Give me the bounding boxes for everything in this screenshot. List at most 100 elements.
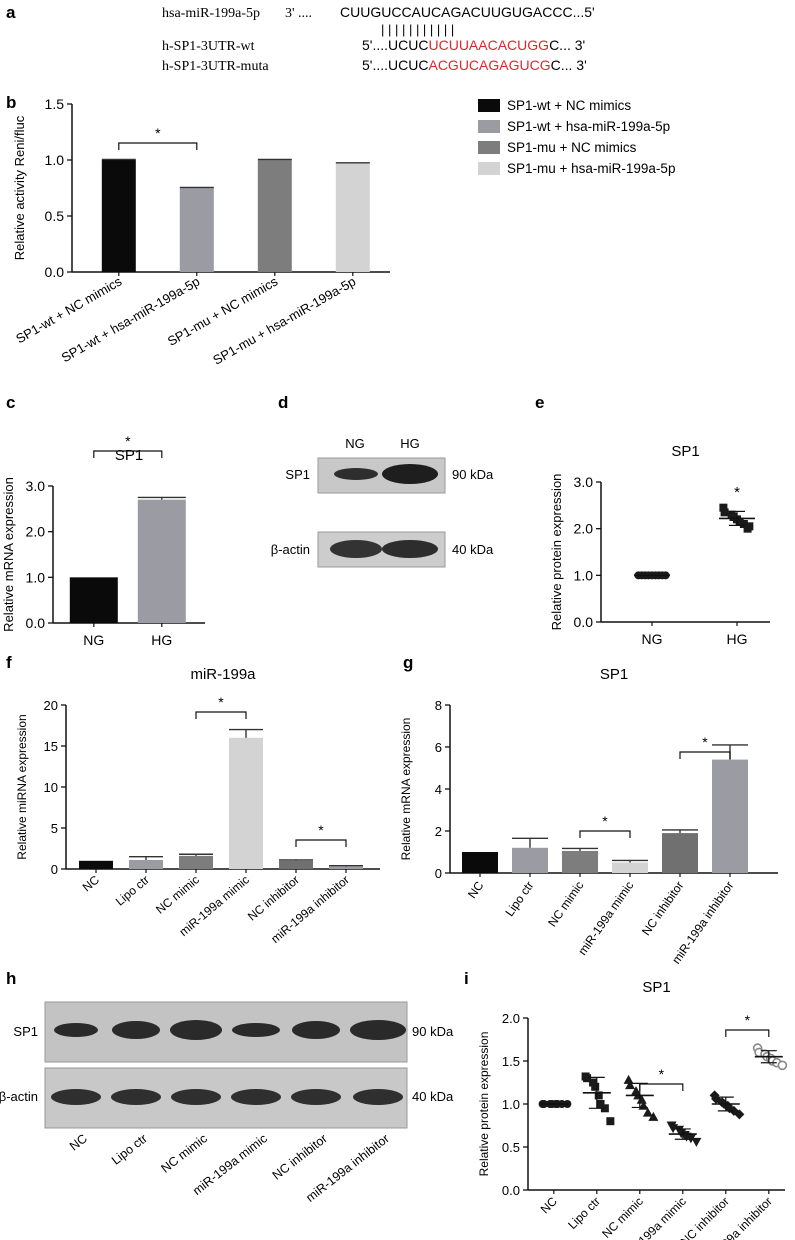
chart-c-ytick-label: 2.0 [26,524,46,540]
band-h-actin [353,1089,403,1105]
chart-f-ylabel: Relative miRNA expression [15,714,29,859]
panel-label-c: c [6,393,15,412]
blot-d-kda-sp1: 90 kDa [452,467,494,482]
chart-b-legend-swatch [478,120,500,133]
chart-b-ytick-label: 0.5 [45,208,65,224]
chart-i-significance-bracket: * [725,1012,770,1037]
chart-g-ylabel: Relative mRNA expression [399,718,413,861]
chart-b-legend-label: SP1-wt + hsa-miR-199a-5p [507,119,670,134]
chart-c-ytick-label: 0.0 [26,615,46,631]
mut-label: h-SP1-3UTR-muta [162,59,269,74]
chart-g-bar [712,759,748,873]
blot-d-row-label-sp1: SP1 [285,467,310,482]
panel-a-sequences: hsa-miR-199a-5p 3' .... CUUGUCCAUCAGACUU… [162,4,595,74]
chart-b-ylabel: Relative activity Reni/fluc [12,115,27,260]
pairing-lines: | | | | | | | | | | | [381,22,454,37]
chart-f-axes: 0 5 10 15 20 Relative miRNA expression miR-199… [15,666,380,877]
band-h-actin [111,1089,161,1105]
band-h-sp1 [170,1020,222,1040]
chart-e-xtick-label: HG [727,631,748,647]
wt-seq-part1: UCUC [388,37,428,53]
band-h-sp1 [232,1023,280,1037]
band-h-actin [231,1089,281,1105]
chart-g-bar [462,852,498,873]
chart-e-point [735,517,744,526]
chart-f-significance-bracket: * [195,694,247,719]
band-h-sp1 [54,1023,98,1037]
chart-i-point [691,1137,702,1147]
chart-i-ytick-label: 1.0 [502,1097,520,1112]
chart-i-point [583,1074,592,1083]
chart-b-legend-label: SP1-mu + NC mimics [507,140,637,155]
chart-i-point [642,1107,653,1117]
chart-f-ytick-label: 15 [44,739,58,754]
chart-b-bar [335,163,370,272]
chart-f-bar [229,737,263,869]
blot-h-lane-label: NC mimic [159,1131,210,1175]
wt-seq-red: UCUUAACACUGG [428,37,549,53]
chart-g-xtick-label: NC [465,878,487,901]
blot-h-row-label-actin: β-actin [0,1089,38,1104]
band-h-sp1 [350,1020,406,1040]
chart-c-xtick-label: HG [151,632,172,648]
mirna-prefix: 3' .... [285,6,312,21]
chart-i-xtick-label: Lipo ctr [565,1194,603,1232]
chart-i-point [589,1078,598,1087]
chart-g-significance-label: * [702,734,708,750]
chart-f-bar [279,860,313,869]
chart-i-point [685,1134,696,1144]
blot-h-lane-label: NC inhibitor [270,1131,330,1182]
blot-d-lane-hg: HG [400,436,420,451]
chart-c-ytick-label: 3.0 [26,478,46,494]
chart-f-bar [329,866,363,869]
panel-label-i: i [464,969,469,988]
chart-g-bar [662,833,698,873]
blot-h-row-label-sp1: SP1 [13,1024,38,1039]
chart-g-xtick-label: NC mimic [545,879,586,930]
chart-g-ytick-label: 6 [435,740,442,755]
blot-d-lane-ng: NG [345,436,365,451]
chart-i-point [606,1117,615,1126]
chart-b-bar [101,160,136,272]
band-h-actin [291,1089,341,1105]
western-blot-d: NG HG SP1 β-actin 90 kDa 40 kDa [271,436,494,568]
chart-i-point [596,1100,605,1108]
chart-f-significance-label: * [218,694,224,710]
chart-f-xtick-label: NC mimic [153,873,202,917]
chart-b-legend-swatch [478,141,500,154]
chart-b-significance-bracket: * [118,125,198,150]
chart-g-xtick-label: Lipo ctr [502,879,536,919]
chart-g-xtick-label: NC inhibitor [639,879,686,938]
panel-label-f: f [6,653,12,672]
mirna-label: hsa-miR-199a-5p [162,6,260,21]
chart-b-legend-label: SP1-wt + NC mimics [507,98,631,113]
band-h-actin [51,1089,101,1105]
chart-c-significance-bracket: * [93,433,163,458]
chart-c-title: SP1 [115,447,143,464]
band-h-sp1 [292,1021,340,1039]
mut-prefix: 5'.... [362,57,388,73]
band-d-sp1-ng [334,468,378,480]
mut-seq-part2: C... 3' [551,57,587,73]
blot-h-row-sp1 [44,1001,408,1063]
chart-i-point [648,1111,659,1121]
chart-i-point [623,1074,634,1084]
chart-f-bar [129,859,163,869]
chart-f-ytick-label: 10 [44,780,58,795]
panel-label-d: d [278,393,288,412]
chart-f-bar [179,855,213,869]
chart-i-significance-label: * [745,1012,751,1028]
chart-e-point [743,524,752,533]
chart-f-ytick-label: 20 [44,698,58,713]
chart-i-xtick-label: NC [538,1194,560,1216]
chart-b-legend-swatch [478,162,500,175]
chart-i-title: SP1 [642,979,670,996]
chart-e-point [739,520,748,528]
blot-h-kda-actin: 40 kDa [412,1089,454,1104]
chart-b-ytick-label: 0.0 [45,264,65,280]
blot-h-lane-label: NC [67,1131,90,1153]
blot-d-row-label-actin: β-actin [271,542,310,557]
chart-b-xtick-label: SP1-mu + hsa-miR-199a-5p [210,274,358,368]
chart-b-ytick-label: 1.0 [45,152,65,168]
